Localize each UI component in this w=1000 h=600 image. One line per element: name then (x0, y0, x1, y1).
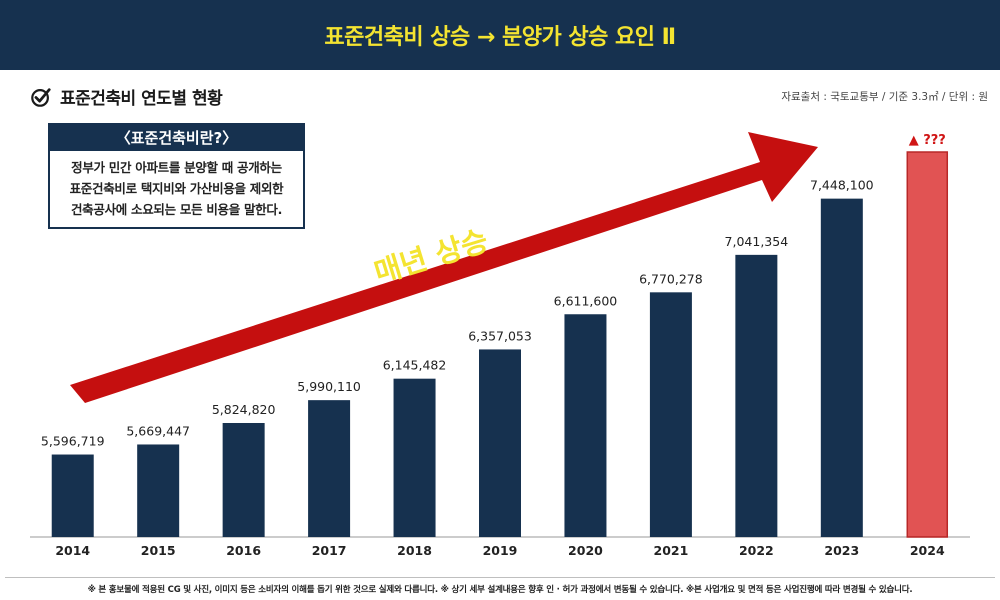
check-circle-icon (31, 87, 51, 107)
value-label: 6,357,053 (468, 328, 532, 343)
x-tick-label: 2020 (568, 543, 603, 558)
bar (649, 292, 692, 537)
x-tick-label: 2014 (55, 543, 90, 558)
value-label: 7,448,100 (810, 178, 874, 193)
x-tick-label: 2024 (910, 543, 945, 558)
value-label: 5,596,719 (41, 434, 105, 449)
x-tick-label: 2023 (824, 543, 859, 558)
info-line: 표준건축비로 택지비와 가산비용을 제외한 (69, 181, 284, 196)
x-tick-label: 2018 (397, 543, 432, 558)
x-tick-label: 2021 (654, 543, 689, 558)
bar (137, 444, 180, 537)
info-box: 〈표준건축비란?〉 정부가 민간 아파트를 분양할 때 공개하는 표준건축비로 … (48, 123, 305, 229)
bar (308, 400, 351, 537)
top-banner: 표준건축비 상승 → 분양가 상승 요인 Ⅱ (0, 0, 1000, 70)
footer-disclaimer: ※ 본 홍보물에 적용된 CG 및 사진, 이미지 등은 소비자의 이해를 돕기… (87, 585, 913, 595)
value-label: 5,669,447 (126, 423, 190, 438)
value-label: 5,990,110 (297, 379, 361, 394)
info-line: 정부가 민간 아파트를 분양할 때 공개하는 (71, 160, 282, 175)
bar-highlight (906, 151, 949, 538)
x-tick-label: 2017 (312, 543, 347, 558)
bar (479, 349, 521, 537)
x-tick-label: 2016 (226, 543, 261, 558)
value-label: 7,041,354 (725, 234, 789, 249)
bar (564, 314, 607, 537)
x-tick-label: 2022 (739, 543, 774, 558)
value-label: 5,824,820 (212, 402, 276, 417)
info-box-body: 정부가 민간 아파트를 분양할 때 공개하는 표준건축비로 택지비와 가산비용을… (50, 151, 303, 220)
section-header: 표준건축비 연도별 현황 (30, 84, 223, 109)
banner-title: 표준건축비 상승 → 분양가 상승 요인 Ⅱ (324, 25, 676, 50)
x-tick-label: 2015 (141, 543, 176, 558)
bar (820, 198, 863, 537)
rising-arrow (70, 132, 818, 403)
section-title: 표준건축비 연도별 현황 (60, 89, 223, 109)
highlight-note: ▲ ??? (909, 133, 946, 148)
value-label: 6,770,278 (639, 271, 703, 286)
bar (222, 422, 265, 537)
source-note: 자료출처 : 국토교통부 / 기준 3.3㎡ / 단위 : 원 (781, 91, 988, 103)
info-box-title: 〈표준건축비란?〉 (50, 125, 303, 151)
info-line: 건축공사에 소요되는 모든 비용을 말한다. (70, 202, 283, 217)
bar (51, 454, 94, 537)
bar (393, 378, 436, 537)
value-label: 6,145,482 (383, 358, 447, 373)
footer-divider (5, 577, 995, 578)
bar (735, 254, 778, 537)
x-tick-label: 2019 (483, 543, 518, 558)
value-label: 6,611,600 (554, 293, 618, 308)
